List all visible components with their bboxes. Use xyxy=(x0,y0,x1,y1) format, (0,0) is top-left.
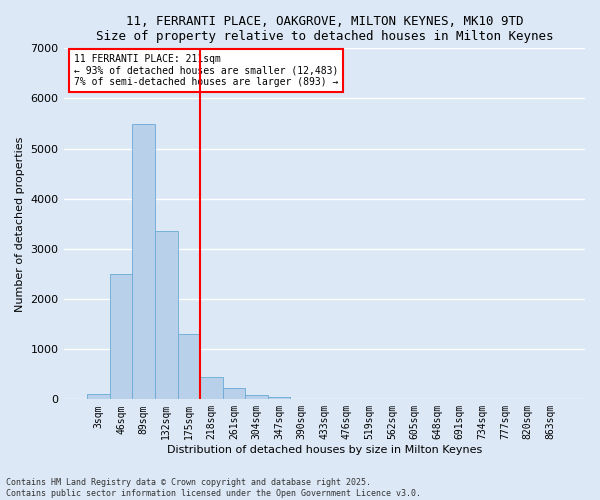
Bar xyxy=(178,334,200,400)
Bar xyxy=(87,394,110,400)
Bar xyxy=(133,124,155,400)
X-axis label: Distribution of detached houses by size in Milton Keynes: Distribution of detached houses by size … xyxy=(167,445,482,455)
Bar xyxy=(155,232,178,400)
Bar xyxy=(223,388,245,400)
Bar xyxy=(268,397,290,400)
Title: 11, FERRANTI PLACE, OAKGROVE, MILTON KEYNES, MK10 9TD
Size of property relative : 11, FERRANTI PLACE, OAKGROVE, MILTON KEY… xyxy=(95,15,553,43)
Text: 11 FERRANTI PLACE: 211sqm
← 93% of detached houses are smaller (12,483)
7% of se: 11 FERRANTI PLACE: 211sqm ← 93% of detac… xyxy=(74,54,338,87)
Bar xyxy=(245,395,268,400)
Bar xyxy=(110,274,133,400)
Y-axis label: Number of detached properties: Number of detached properties xyxy=(15,136,25,312)
Bar xyxy=(200,377,223,400)
Text: Contains HM Land Registry data © Crown copyright and database right 2025.
Contai: Contains HM Land Registry data © Crown c… xyxy=(6,478,421,498)
